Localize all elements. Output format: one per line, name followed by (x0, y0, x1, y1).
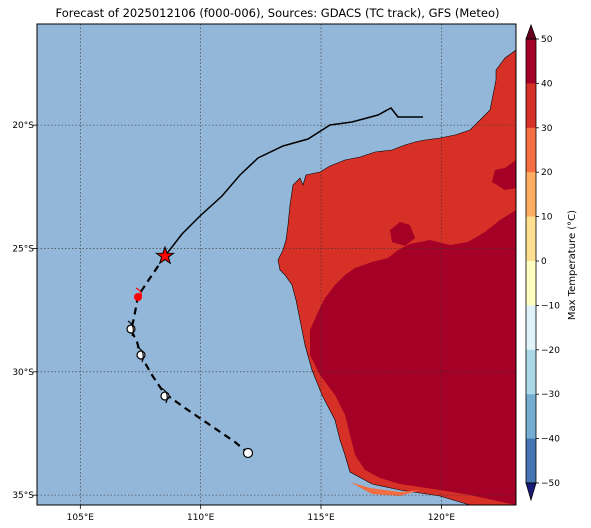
colorbar-band (526, 172, 536, 218)
lat-tick-label: 20°S (12, 121, 34, 131)
map-frame (36, 23, 517, 506)
colorbar-tick-label: 30 (541, 124, 553, 134)
lat-tick-label: 25°S (12, 244, 34, 254)
colorbar-band (526, 127, 536, 173)
colorbar-band (526, 261, 536, 306)
colorbar-band (526, 349, 536, 395)
map-title: Forecast of 2025012106 (f000-006), Sourc… (55, 6, 500, 20)
gridlines (37, 24, 516, 505)
colorbar-top-arrow (525, 23, 537, 40)
hot-interior (310, 160, 516, 505)
forecast-marker-3 (160, 387, 170, 404)
colorbar-tick-label: 50 (541, 35, 553, 45)
forecast-marker-2 (136, 346, 146, 363)
colorbar-band (526, 394, 536, 440)
hot-patch-north (390, 222, 415, 246)
red-position-swirl (135, 287, 142, 301)
lon-tick-label: 105°E (67, 513, 95, 523)
warm-patch-south (350, 482, 420, 496)
colorbar-tick-label: 0 (541, 257, 547, 267)
forecast-marker-1 (126, 320, 136, 337)
latitude-axis: 20°S 25°S 30°S 35°S (12, 121, 37, 501)
colorbar-band (526, 39, 536, 84)
past-track-line (164, 107, 423, 257)
lat-tick-label: 35°S (12, 491, 34, 501)
colorbar-band (526, 305, 536, 351)
colorbar-tick-label: 10 (541, 213, 553, 223)
colorbar-tick-label: −40 (541, 435, 560, 445)
lon-tick-label: 110°E (187, 513, 215, 523)
longitude-axis: 105°E 110°E 115°E 120°E (67, 505, 456, 523)
lon-tick-label: 120°E (428, 513, 456, 523)
forecast-marker-4 (242, 447, 254, 459)
lon-tick-label: 115°E (307, 513, 335, 523)
colorbar-tick-label: 20 (541, 168, 553, 178)
colorbar-tick-label: −20 (541, 346, 560, 356)
colorbar-band (526, 216, 536, 262)
current-position-star (154, 245, 176, 265)
colorbar-band (526, 438, 536, 484)
colorbar-tick-label: 40 (541, 79, 553, 89)
lat-tick-label: 30°S (12, 368, 34, 378)
colorbar-bottom-arrow (525, 482, 537, 502)
colorbar-tick-label: −10 (541, 301, 560, 311)
colorbar-band (526, 83, 536, 129)
colorbar-tick-label: −30 (541, 390, 560, 400)
colorbar-label: Max Temperature (°C) (567, 210, 578, 320)
colorbar-tick-label: −50 (541, 479, 560, 489)
colorbar: 50 40 30 20 10 0 −10 −20 −30 −40 −50 Max Temperatu… (525, 23, 578, 502)
map-area (37, 24, 516, 505)
